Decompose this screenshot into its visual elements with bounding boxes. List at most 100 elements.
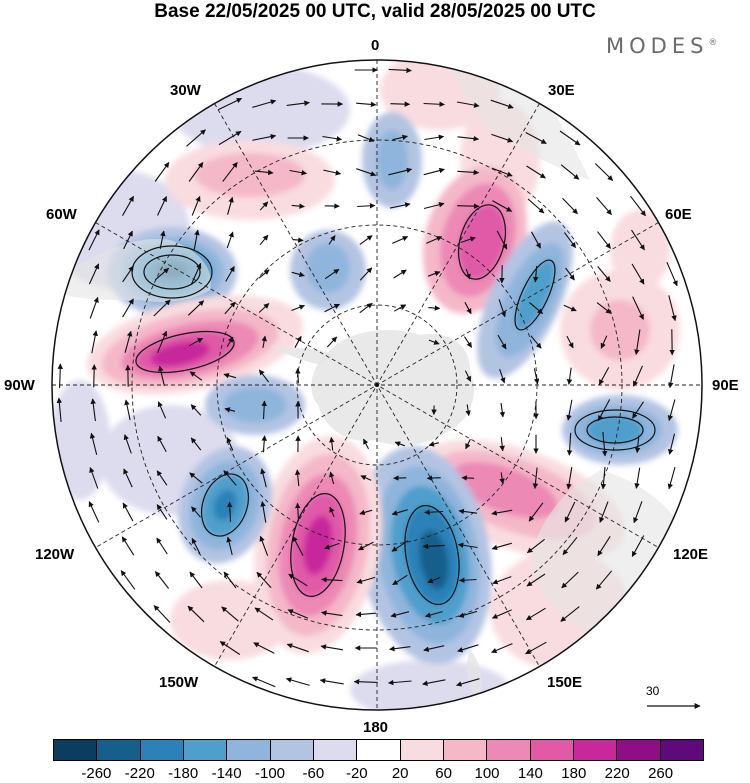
wind-vector <box>464 370 472 382</box>
wind-vector <box>458 610 478 618</box>
wind-vector <box>667 466 676 490</box>
wind-vector <box>667 399 676 422</box>
lon-label-90e: 90E <box>712 377 739 394</box>
wind-vector <box>123 468 133 488</box>
colorbar-bin <box>487 740 531 760</box>
wind-vector <box>388 167 413 176</box>
wind-vector <box>566 467 573 490</box>
wind-vector <box>319 678 344 685</box>
wind-vector <box>423 202 445 210</box>
wind-vector <box>187 300 205 316</box>
wind-vector <box>597 231 611 249</box>
wind-vector <box>285 677 310 686</box>
colorbar-tick-label: 60 <box>435 765 452 782</box>
colorbar-bin <box>270 740 314 760</box>
wind-vector <box>560 164 580 180</box>
wind-vector <box>391 509 408 516</box>
wind-vector <box>157 330 168 354</box>
wind-vector <box>122 195 134 216</box>
wind-vector <box>324 268 340 280</box>
wind-vector <box>226 336 234 348</box>
wind-vector <box>252 99 277 108</box>
wind-vector <box>423 645 445 652</box>
wind-vector <box>287 609 309 619</box>
wind-vector <box>121 536 135 556</box>
wind-vector <box>358 541 374 551</box>
wind-vector <box>422 543 445 550</box>
wind-vector <box>157 435 167 453</box>
wind-vector <box>190 262 202 285</box>
wind-vector <box>122 298 134 318</box>
wind-vector <box>189 371 203 381</box>
lon-label-90w: 90W <box>4 377 35 394</box>
lon-label-180: 180 <box>363 719 389 736</box>
wind-vector <box>359 267 373 281</box>
logo-registered-mark: ® <box>708 38 718 48</box>
wind-vector <box>499 369 506 384</box>
wind-vector <box>563 232 577 249</box>
wind-vector <box>225 266 235 282</box>
wind-vector <box>323 169 342 176</box>
wind-vector <box>256 571 272 589</box>
wind-vector <box>424 611 443 618</box>
wind-vector <box>456 101 480 108</box>
wind-vector <box>562 197 578 215</box>
wind-vector <box>394 441 405 447</box>
wind-vector <box>426 475 441 481</box>
wind-vector <box>289 169 308 176</box>
wind-vector <box>190 437 202 451</box>
wind-vector <box>526 538 545 554</box>
wind-vector <box>153 605 171 623</box>
wind-vector <box>389 645 411 652</box>
wind-vector <box>490 99 514 109</box>
wind-vector <box>526 573 546 587</box>
africa-land <box>440 60 590 180</box>
wind-vector <box>492 200 513 212</box>
colorbar-tick-label: -140 <box>211 765 242 782</box>
wind-vector <box>191 537 201 554</box>
wind-vector <box>497 334 507 350</box>
wind-vector <box>286 643 309 653</box>
wind-vector <box>291 304 306 312</box>
colorbar-bin <box>97 740 141 760</box>
wind-vector <box>260 468 267 488</box>
colorbar-tick-label: 260 <box>648 765 674 782</box>
wind-vector <box>393 304 407 312</box>
wind-vector <box>632 296 644 320</box>
lon-label-0: 0 <box>371 37 380 54</box>
wind-vector <box>226 231 234 249</box>
colorbar-tick-label: 100 <box>474 765 500 782</box>
wind-vector <box>226 437 234 451</box>
wind-vector <box>190 404 202 416</box>
colorbar-bin <box>183 740 228 760</box>
wind-vector <box>356 101 377 108</box>
wind-vector <box>559 130 581 146</box>
wind-vector <box>457 542 478 549</box>
wind-vector <box>597 399 611 422</box>
wind-vector <box>428 305 441 311</box>
wind-vector <box>253 642 275 654</box>
wind-vector <box>564 501 576 523</box>
wind-vector <box>294 335 302 348</box>
wind-vector <box>154 162 170 182</box>
colorbar-tick-label: -220 <box>124 765 155 782</box>
wind-vector <box>595 570 613 590</box>
wind-vector <box>427 270 441 277</box>
wind-vector <box>423 167 445 176</box>
logo-text: MODES <box>606 34 709 58</box>
wind-vector <box>525 132 547 144</box>
wind-vector <box>457 169 480 176</box>
wind-vector <box>597 536 611 557</box>
lon-label-30w: 30W <box>170 82 201 99</box>
wind-vector <box>218 130 242 146</box>
map-disk <box>52 60 702 710</box>
map-title: Base 22/05/2025 00 UTC, valid 28/05/2025… <box>154 1 596 22</box>
wind-vector <box>528 502 544 522</box>
wind-vector <box>258 369 270 383</box>
wind-vector <box>88 263 100 285</box>
wind-vector <box>630 195 646 217</box>
colorbar-tick-label: -60 <box>302 765 325 782</box>
wind-vector <box>291 203 305 209</box>
colorbar-bin <box>54 740 98 760</box>
wind-vector <box>457 644 479 653</box>
